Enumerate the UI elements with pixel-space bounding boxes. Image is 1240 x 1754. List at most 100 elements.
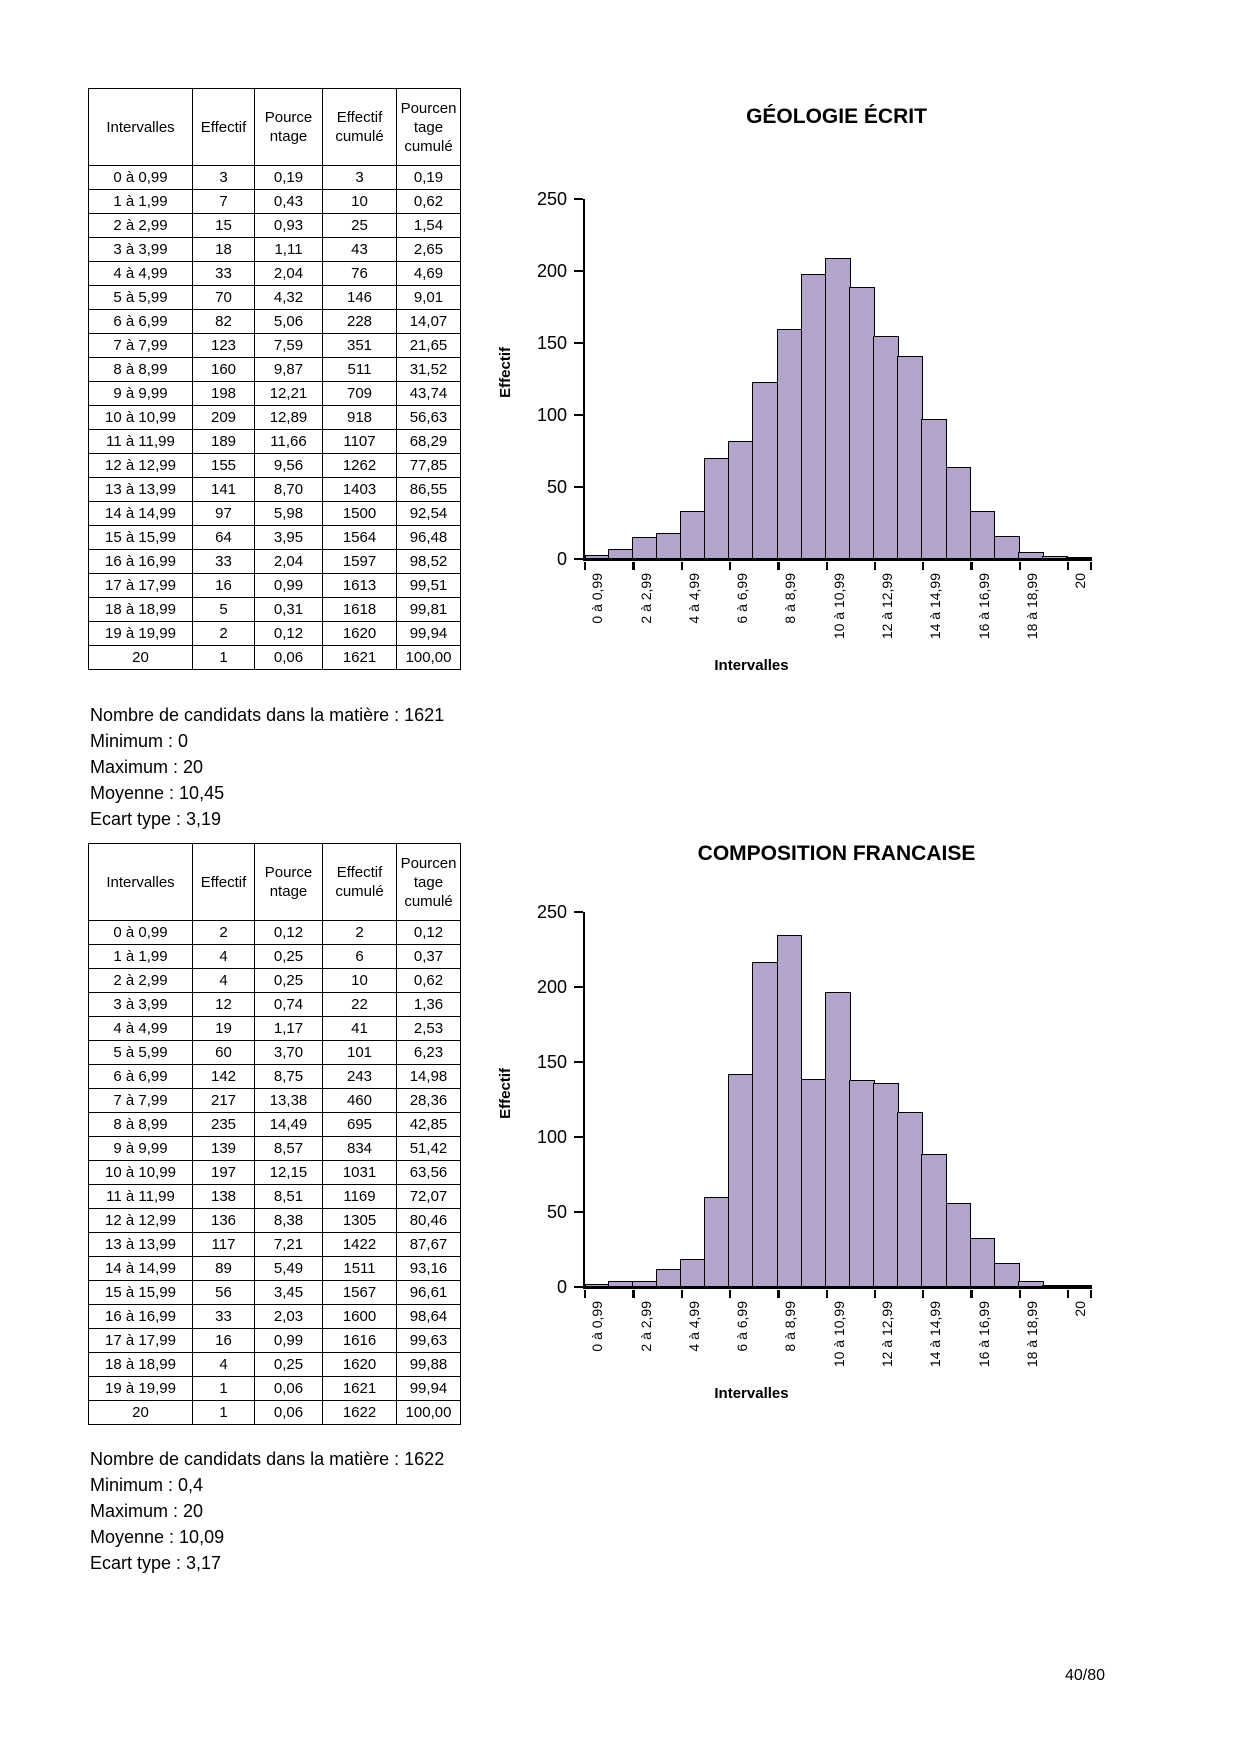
y-tick-mark xyxy=(574,1286,583,1289)
x-tick-label: 4 à 4,99 xyxy=(685,573,702,624)
table-cell: 100,00 xyxy=(396,645,461,670)
histogram-bar xyxy=(607,1281,634,1287)
table-cell: 1620 xyxy=(322,621,397,646)
table-cell: 0,62 xyxy=(396,968,461,993)
table-cell: 0,25 xyxy=(254,944,323,969)
table-row: 17 à 17,99 16 0,99 1616 99,63 xyxy=(88,1328,461,1353)
x-tick-label: 20 xyxy=(1072,1301,1089,1317)
table-cell: 31,52 xyxy=(396,357,461,382)
y-tick-mark xyxy=(574,414,583,417)
table-cell: 1511 xyxy=(322,1256,397,1281)
table-cell: 7 à 7,99 xyxy=(88,1088,193,1113)
table-cell: 2,03 xyxy=(254,1304,323,1329)
table-cell: 0,06 xyxy=(254,1400,323,1425)
table-cell: 2 à 2,99 xyxy=(88,213,193,238)
histogram-bar xyxy=(631,537,658,559)
histogram-bar xyxy=(728,1074,754,1287)
table-cell: 13 à 13,99 xyxy=(88,1232,193,1257)
table-cell: 17 à 17,99 xyxy=(88,573,193,598)
table-cell: 136 xyxy=(192,1208,255,1233)
summary-line: Minimum : 0,4 xyxy=(90,1475,204,1495)
table-cell: 139 xyxy=(192,1136,255,1161)
x-tick-mark xyxy=(680,1289,683,1298)
summary-line: Minimum : 0 xyxy=(90,731,189,751)
x-tick-label: 10 à 10,99 xyxy=(830,573,847,640)
table-cell: 5 à 5,99 xyxy=(88,1040,193,1065)
table-cell: 19 à 19,99 xyxy=(88,621,193,646)
x-tick-label: 18 à 18,99 xyxy=(1023,1301,1040,1368)
table-cell: 4 xyxy=(192,1352,255,1377)
table-cell: 511 xyxy=(322,357,397,382)
table-cell: 3,70 xyxy=(254,1040,323,1065)
table-cell: 2 xyxy=(192,621,255,646)
table-cell: 77,85 xyxy=(396,453,461,478)
table-cell: 17 à 17,99 xyxy=(88,1328,193,1353)
table-cell: 99,81 xyxy=(396,597,461,622)
x-tick-label: 12 à 12,99 xyxy=(878,573,895,640)
table-cell: 5 à 5,99 xyxy=(88,285,193,310)
histogram-bar xyxy=(824,991,851,1287)
table-cell: 93,16 xyxy=(396,1256,461,1281)
table-cell: 1 à 1,99 xyxy=(88,944,193,969)
table-cell: 12 xyxy=(192,992,255,1017)
x-tick-label: 18 à 18,99 xyxy=(1023,573,1040,640)
histogram-bar xyxy=(1017,551,1044,559)
x-tick-label: 6 à 6,99 xyxy=(734,573,751,624)
table-cell: 123 xyxy=(192,333,255,358)
x-tick-label: 0 à 0,99 xyxy=(589,573,606,624)
table-row: 7 à 7,99 123 7,59 351 21,65 xyxy=(88,333,461,358)
table-cell: 7,59 xyxy=(254,333,323,358)
x-tick-mark xyxy=(1018,1289,1021,1298)
table-cell: 1613 xyxy=(322,573,397,598)
chart-title: GÉOLOGIE ÉCRIT xyxy=(746,105,927,128)
table-header-row: Intervalles Effectif Pource ntage Effectif … xyxy=(88,843,461,921)
y-tick-label: 0 xyxy=(556,1277,567,1297)
table-row: 10 à 10,99 209 12,89 918 56,63 xyxy=(88,405,461,430)
y-tick-mark xyxy=(574,270,583,273)
y-tick-mark xyxy=(574,1211,583,1214)
table-cell: 20 xyxy=(88,645,193,670)
table-cell: 146 xyxy=(322,285,397,310)
table-cell: 1621 xyxy=(322,1376,397,1401)
table-cell: 72,07 xyxy=(396,1184,461,1209)
table-cell: 1 à 1,99 xyxy=(88,189,193,214)
table-cell: 1500 xyxy=(322,501,397,526)
histogram-bar xyxy=(607,548,634,559)
table-row: 9 à 9,99 198 12,21 709 43,74 xyxy=(88,381,461,406)
table-cell: 1 xyxy=(192,1376,255,1401)
table-cell: 7 xyxy=(192,189,255,214)
x-tick-mark xyxy=(1018,561,1021,570)
table-cell: 18 à 18,99 xyxy=(88,1352,193,1377)
table-cell: 3 à 3,99 xyxy=(88,992,193,1017)
histogram-bar xyxy=(631,1281,658,1287)
table-row: 4 à 4,99 33 2,04 76 4,69 xyxy=(88,261,461,286)
table-row: 5 à 5,99 70 4,32 146 9,01 xyxy=(88,285,461,310)
table-cell: 5,06 xyxy=(254,309,323,334)
table-cell: 15 à 15,99 xyxy=(88,525,193,550)
histogram-bar xyxy=(897,355,923,559)
table-cell: 11 à 11,99 xyxy=(88,429,193,454)
table-cell: 228 xyxy=(322,309,397,334)
table-cell: 460 xyxy=(322,1088,397,1113)
table-cell: 60 xyxy=(192,1040,255,1065)
table-row: 11 à 11,99 189 11,66 1107 68,29 xyxy=(88,429,461,454)
table-cell: 70 xyxy=(192,285,255,310)
table-cell: 12,89 xyxy=(254,405,323,430)
table-cell: 92,54 xyxy=(396,501,461,526)
x-tick-label: 20 xyxy=(1072,573,1089,589)
table-row: 2 à 2,99 15 0,93 25 1,54 xyxy=(88,213,461,238)
table-cell: 0 à 0,99 xyxy=(88,920,193,945)
table-cell: 1031 xyxy=(322,1160,397,1185)
y-tick-label: 150 xyxy=(536,1052,567,1072)
histogram-bar xyxy=(728,440,754,559)
table-row: 14 à 14,99 97 5,98 1500 92,54 xyxy=(88,501,461,526)
table-cell: 1107 xyxy=(322,429,397,454)
table-cell: 5,49 xyxy=(254,1256,323,1281)
column-header: Pource ntage xyxy=(254,88,323,166)
table-cell: 7,21 xyxy=(254,1232,323,1257)
table-cell: 2,04 xyxy=(254,261,323,286)
table-cell: 0,19 xyxy=(254,165,323,190)
table-cell: 16 à 16,99 xyxy=(88,549,193,574)
y-tick-label: 50 xyxy=(546,477,567,497)
table-cell: 0,93 xyxy=(254,213,323,238)
